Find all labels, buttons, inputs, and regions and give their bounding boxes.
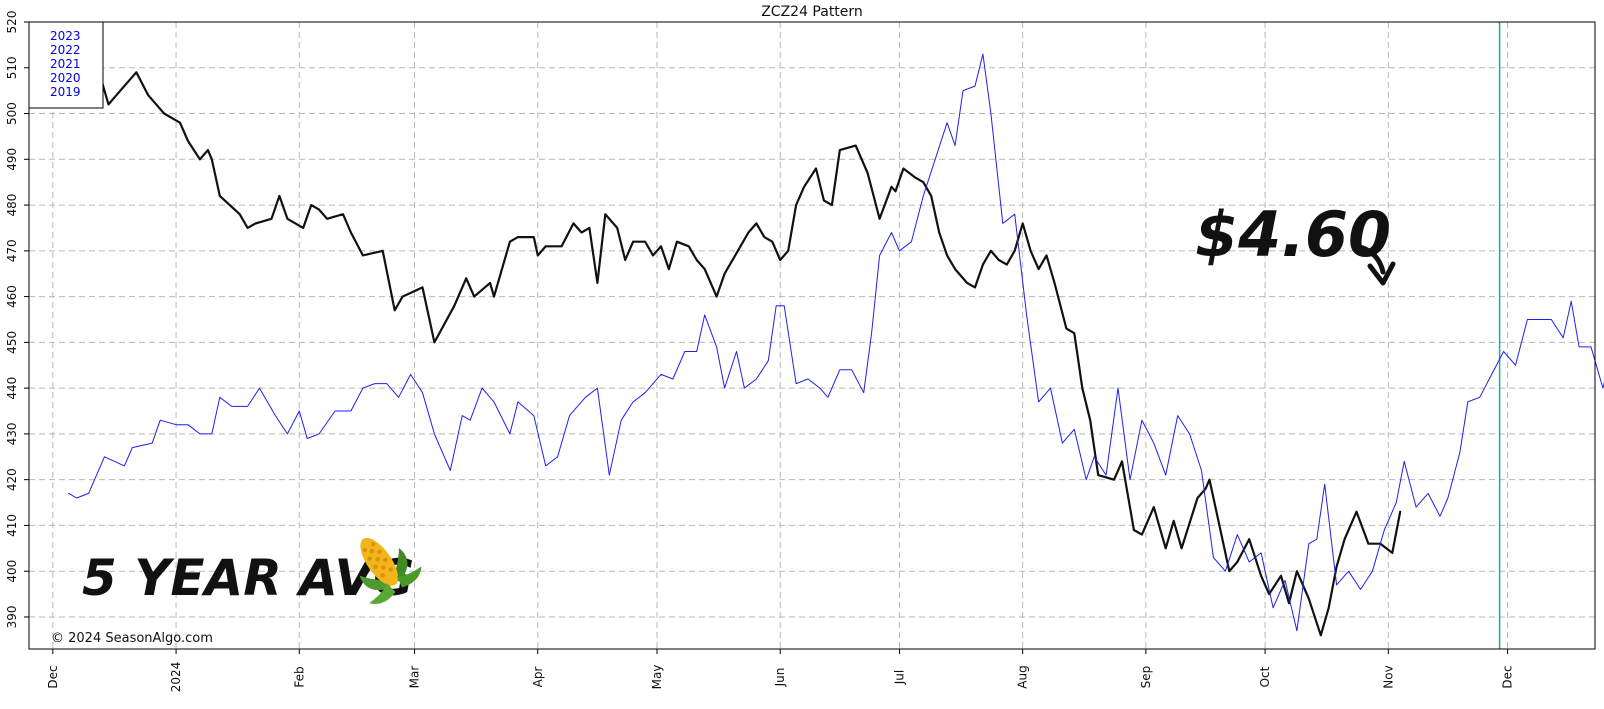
- y-tick-label-390: 390: [5, 606, 19, 629]
- x-tick-label-7: Jul: [892, 670, 906, 685]
- x-axis-ticks: Dec 2024 Feb Mar Apr May Jun Jul Aug Sep Oct Nov Dec: [46, 649, 1515, 692]
- legend-frame: [28, 21, 104, 109]
- legend-entry-2023: 2023: [50, 29, 81, 43]
- x-tick-label-0: Dec: [46, 665, 60, 688]
- y-tick-label-480: 480: [5, 194, 19, 217]
- y-tick-label-440: 440: [5, 377, 19, 400]
- y-tick-label-410: 410: [5, 514, 19, 537]
- corn-icon: [359, 537, 422, 604]
- grid-lines: [29, 21, 1595, 649]
- legend-entry-2021: 2021: [50, 57, 81, 71]
- legend-entry-2019: 2019: [50, 85, 81, 99]
- y-tick-label-520: 520: [5, 11, 19, 34]
- plot-frame: [28, 21, 1596, 650]
- x-tick-label-8: Aug: [1016, 665, 1030, 688]
- x-tick-label-3: Mar: [408, 666, 422, 689]
- x-tick-label-4: Apr: [531, 667, 545, 688]
- five-year-avg-series-line: [68, 53, 1604, 632]
- five-year-avg-label: 5 YEAR AVG: [82, 549, 414, 607]
- y-tick-label-460: 460: [5, 285, 19, 308]
- arrow-head-icon: [1367, 261, 1396, 286]
- y-tick-label-500: 500: [5, 102, 19, 125]
- curved-arrow-icon: [1352, 243, 1386, 275]
- price-label: $4.60: [1195, 198, 1391, 271]
- y-tick-label-470: 470: [5, 239, 19, 262]
- y-tick-label-490: 490: [5, 148, 19, 171]
- y-tick-label-420: 420: [5, 468, 19, 491]
- chart-title: ZCZ24 Pattern: [761, 4, 863, 20]
- y-axis-ticks: 390 400 410 420 430 440 450 460 470 480 490 500 510 5…: [5, 11, 29, 629]
- price-annotation: $4.60: [1195, 198, 1396, 286]
- x-tick-label-11: Nov: [1381, 665, 1395, 688]
- y-tick-label-400: 400: [5, 560, 19, 583]
- x-tick-label-2: Feb: [292, 666, 306, 687]
- series-layer: [39, 43, 1604, 637]
- legend-entry-2020: 2020: [50, 71, 81, 85]
- y-tick-label-450: 450: [5, 331, 19, 354]
- x-tick-label-12: Dec: [1501, 665, 1515, 688]
- y-tick-label-430: 430: [5, 422, 19, 445]
- current-contract-series-line: [39, 43, 1402, 637]
- legend-entry-2022: 2022: [50, 43, 81, 57]
- y-tick-label-510: 510: [5, 56, 19, 79]
- x-tick-label-10: Oct: [1258, 666, 1272, 687]
- legend-box: 2023 2022 2021 2020 2019: [28, 21, 104, 109]
- x-tick-label-1: 2024: [169, 662, 183, 693]
- x-tick-label-9: Sep: [1139, 666, 1153, 689]
- x-tick-label-6: Jun: [773, 668, 787, 688]
- copyright-text: © 2024 SeasonAlgo.com: [51, 631, 213, 646]
- x-tick-label-5: May: [650, 665, 664, 690]
